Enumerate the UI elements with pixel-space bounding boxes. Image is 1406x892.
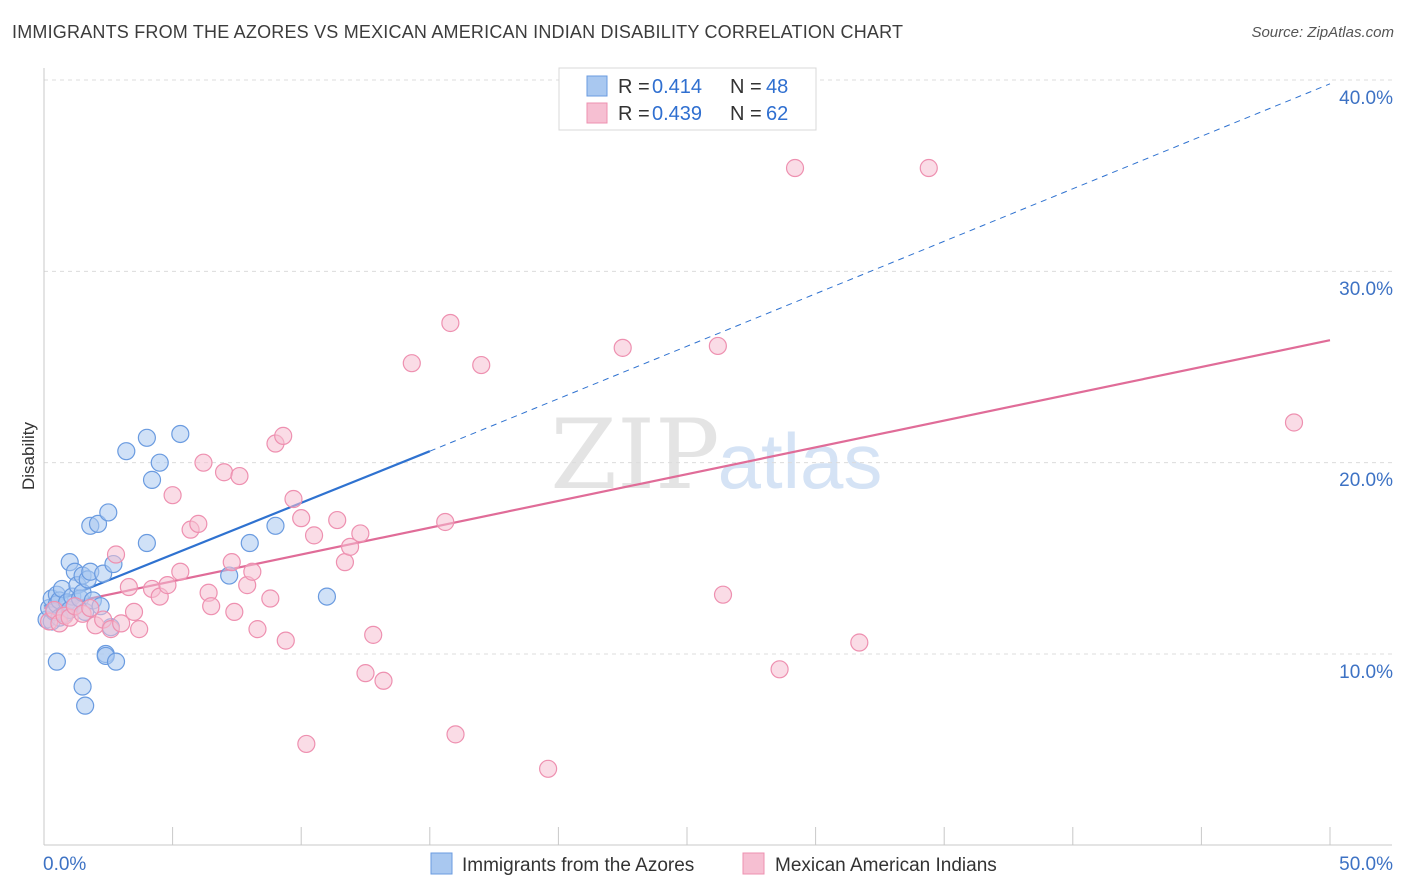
point-pink [106,545,126,564]
point-pink [222,553,241,572]
point-pink [189,514,208,533]
legend-n-value-blue: 48 [766,76,788,98]
point-pink [248,620,267,639]
legend-r-label-blue: R = [618,76,650,98]
point-pink [850,633,869,652]
legend-n-value-pink: 62 [766,103,788,125]
point-blue [317,587,337,606]
point-pink [119,577,138,597]
point-blue [142,470,162,489]
point-blue [266,516,285,535]
point-blue [106,652,126,671]
x-tick-label-max: 50.0% [1339,854,1393,875]
point-pink [785,158,805,178]
point-pink [261,589,280,608]
point-pink [364,625,383,644]
trend-layer [43,83,1331,610]
point-pink [292,509,311,528]
point-pink [130,620,149,639]
point-pink [276,631,295,650]
watermark-zip: ZIP [550,399,719,511]
point-pink [708,336,727,356]
y-tick-label-30: 30.0% [1339,279,1393,300]
bottom-legend-swatch-pink [742,852,765,875]
point-pink [340,537,360,556]
point-pink [328,510,347,530]
point-pink [539,759,558,778]
point-pink [274,426,293,445]
point-pink [436,512,455,532]
point-pink [713,585,733,604]
point-blue [99,503,118,522]
point-blue [171,424,190,444]
point-pink [202,597,221,616]
point-pink [124,602,144,622]
point-pink [335,553,355,572]
chart-source: Source: ZipAtlas.com [1251,24,1394,41]
point-pink [243,562,262,581]
point-pink [613,338,632,357]
point-pink [171,562,190,581]
point-blue [76,696,95,715]
point-blue [150,453,169,472]
point-pink [194,453,213,472]
point-blue [137,533,156,553]
grid-layer [44,79,1392,655]
watermark-atlas: atlas [718,417,883,505]
trendline-extension-blue [429,83,1331,452]
point-blue [47,652,66,671]
point-blue [73,677,92,696]
bottom-legend-label-pink: Mexican American Indians [775,855,997,876]
legend-n-label-pink: N = [730,103,762,125]
point-pink [351,524,370,543]
bottom-legend-swatch-blue [430,852,453,875]
point-pink [81,598,100,618]
legend-r-value-blue: 0.414 [652,76,702,98]
point-pink [919,158,938,178]
point-pink [112,614,131,633]
bottom-legend-label-blue: Immigrants from the Azores [462,855,694,876]
point-pink [446,725,465,744]
point-pink [304,526,324,545]
point-blue [240,533,259,553]
legend-r-label-pink: R = [618,103,650,125]
legend-r-value-pink: 0.439 [652,103,702,125]
point-pink [356,664,375,683]
point-blue [117,442,136,461]
point-pink [163,486,182,505]
point-pink [770,660,789,679]
y-tick-label-40: 40.0% [1339,88,1393,109]
y-tick-label-20: 20.0% [1339,470,1393,491]
point-pink [472,355,491,375]
points-layer [37,158,1304,778]
point-pink [225,602,244,622]
legend-swatch-blue [586,75,608,97]
legend: R = 0.414 N = 48 R = 0.439 N = 62 [558,67,817,131]
point-pink [402,354,421,373]
point-pink [441,313,460,333]
legend-swatch-pink [586,102,608,124]
legend-n-label-blue: N = [730,76,762,98]
point-blue [88,514,108,533]
point-pink [214,463,234,482]
x-tick-label-min: 0.0% [43,854,86,875]
point-pink [297,734,316,754]
point-pink [374,671,393,690]
chart-title: IMMIGRANTS FROM THE AZORES VS MEXICAN AM… [12,22,904,42]
point-pink [158,576,177,595]
y-tick-label-10: 10.0% [1339,662,1393,683]
trendline-pink [43,339,1331,610]
point-pink [1284,413,1304,432]
point-pink [284,489,303,509]
bottom-legend: Immigrants from the Azores Mexican Ameri… [430,852,997,876]
y-axis-label: Disability [19,421,38,490]
point-pink [230,466,249,486]
axis-layer [43,68,1392,846]
point-blue [137,428,156,447]
